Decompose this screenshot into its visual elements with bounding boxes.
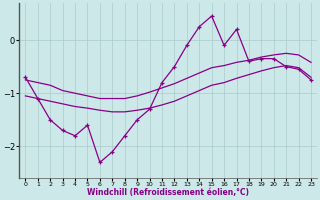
X-axis label: Windchill (Refroidissement éolien,°C): Windchill (Refroidissement éolien,°C): [87, 188, 249, 197]
